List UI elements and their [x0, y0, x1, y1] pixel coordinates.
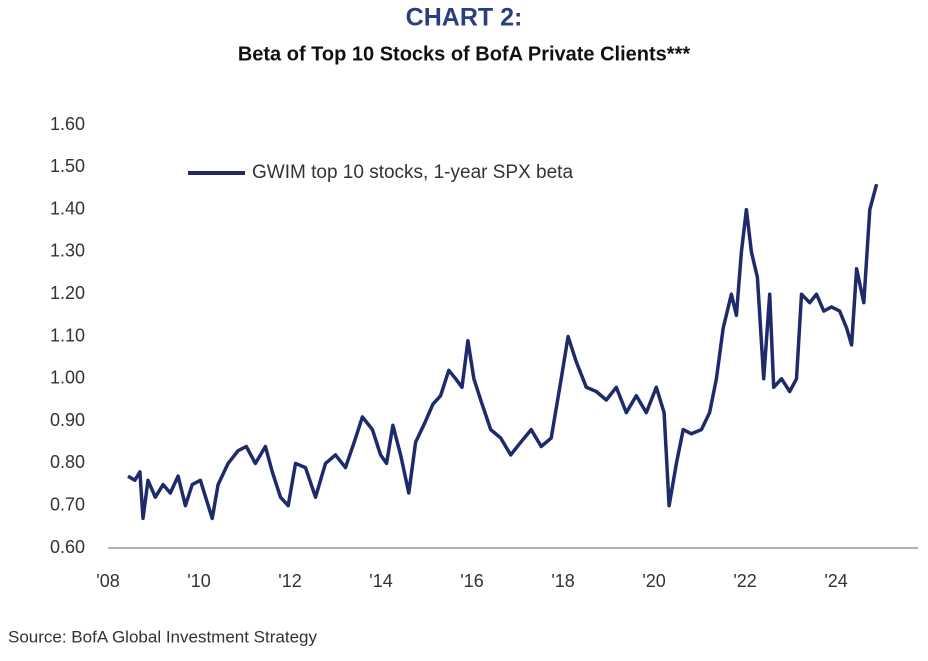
y-tick-label: 1.30	[50, 241, 85, 261]
x-tick-label: '18	[551, 571, 574, 591]
chart-subtitle: Beta of Top 10 Stocks of BofA Private Cl…	[238, 43, 691, 65]
source-note: Source: BofA Global Investment Strategy	[8, 627, 317, 646]
y-tick-label: 1.40	[50, 198, 85, 218]
x-tick-label: '20	[642, 571, 665, 591]
x-tick-label: '22	[733, 571, 756, 591]
x-tick-label: '12	[278, 571, 301, 591]
x-tick-label: '08	[96, 571, 119, 591]
y-tick-label: 1.50	[50, 156, 85, 176]
legend-label: GWIM top 10 stocks, 1-year SPX beta	[252, 162, 573, 183]
y-tick-label: 0.70	[50, 494, 85, 514]
y-tick-label: 1.20	[50, 283, 85, 303]
y-tick-label: 1.10	[50, 325, 85, 345]
y-tick-label: 0.80	[50, 452, 85, 472]
y-tick-label: 1.60	[50, 114, 85, 134]
y-tick-label: 0.90	[50, 410, 85, 430]
x-tick-label: '10	[187, 571, 210, 591]
chart-title: CHART 2:	[406, 4, 523, 32]
y-tick-label: 1.00	[50, 368, 85, 388]
y-tick-label: 0.60	[50, 537, 85, 557]
data-line	[127, 183, 879, 521]
x-tick-label: '24	[824, 571, 847, 591]
x-tick-label: '14	[369, 571, 392, 591]
x-tick-label: '16	[460, 571, 483, 591]
